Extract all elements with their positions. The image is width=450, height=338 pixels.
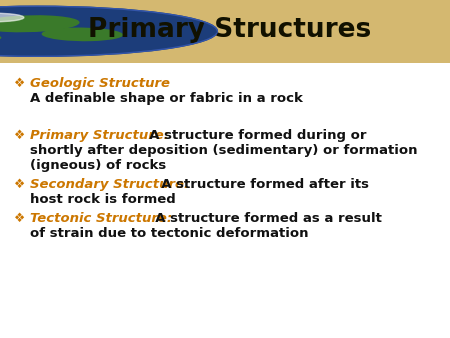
Text: ❖: ❖ [14, 177, 25, 191]
Ellipse shape [0, 15, 80, 32]
Text: ❖: ❖ [14, 128, 25, 142]
Text: shortly after deposition (sedimentary) or formation: shortly after deposition (sedimentary) o… [30, 144, 418, 156]
Text: (igneous) of rocks: (igneous) of rocks [30, 159, 166, 171]
Text: A definable shape or fabric in a rock: A definable shape or fabric in a rock [30, 92, 303, 104]
Text: Secondary Structure:: Secondary Structure: [30, 177, 189, 191]
Text: A structure formed during or: A structure formed during or [140, 128, 366, 142]
Ellipse shape [0, 33, 1, 42]
Text: Primary Structures: Primary Structures [88, 17, 371, 43]
Text: of strain due to tectonic deformation: of strain due to tectonic deformation [30, 226, 309, 240]
FancyBboxPatch shape [0, 0, 450, 63]
Text: ❖: ❖ [14, 76, 25, 90]
Text: Tectonic Structure:: Tectonic Structure: [30, 212, 172, 224]
Text: A structure formed as a result: A structure formed as a result [146, 212, 382, 224]
Circle shape [0, 13, 24, 22]
Text: Geologic Structure: Geologic Structure [30, 76, 170, 90]
Text: ❖: ❖ [14, 212, 25, 224]
Text: A structure formed after its: A structure formed after its [152, 177, 369, 191]
Ellipse shape [41, 28, 123, 41]
Text: host rock is formed: host rock is formed [30, 193, 176, 206]
Text: Primary Structure:: Primary Structure: [30, 128, 169, 142]
Circle shape [0, 6, 217, 56]
